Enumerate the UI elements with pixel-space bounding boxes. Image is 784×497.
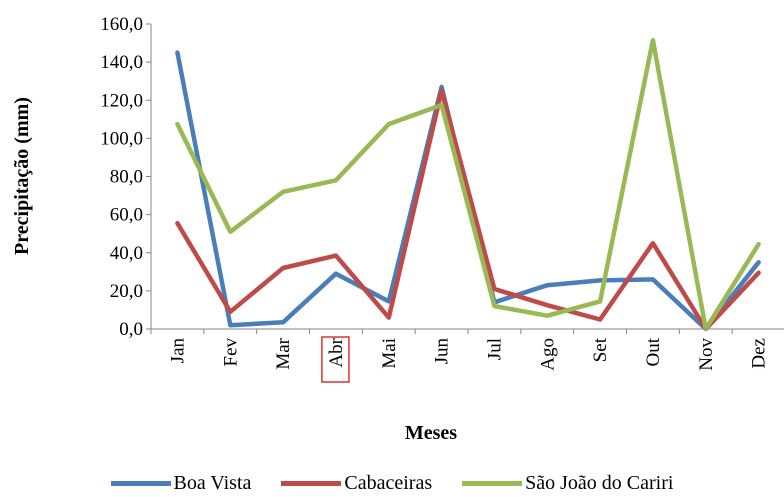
y-axis-ticks: 0,0 20,0 40,0 60,0 80,0 100,0 120,0 140,0 160,0 [100,14,151,340]
x-tick-label-group: Jul [484,338,505,360]
series-line-s-o-jo-o-do-cariri [175,37,761,332]
x-tick-label: Mar [273,337,294,369]
y-tick-label: 80,0 [110,167,143,188]
legend-item: Cabaceiras [281,472,432,495]
y-axis-title: Precipitação (mm) [11,97,33,255]
x-tick-label-group: Nov [696,338,717,371]
chart-legend: Boa Vista Cabaceiras São João do Cariri [0,470,784,497]
y-tick-label: 140,0 [100,52,143,73]
legend-swatch [110,481,171,486]
x-tick-label: Jan [167,338,188,364]
legend-swatch [281,481,342,486]
x-tick-label: Jul [484,338,505,360]
x-tick-label: Mai [379,338,400,369]
legend-label: Boa Vista [173,472,252,494]
x-tick-label: Nov [696,338,717,371]
x-tick-label: Set [590,337,611,362]
x-tick-label-group: Jan [167,338,188,364]
legend-item: Boa Vista [110,472,252,495]
x-tick-label-group: Out [643,337,664,366]
x-tick-label-group: Jun [432,338,453,365]
x-tick-label-group: Mar [273,337,294,369]
y-tick-label: 100,0 [100,128,143,149]
y-tick-label: 20,0 [110,281,143,302]
x-tick-label-group: Mai [379,338,400,369]
x-tick-label: Out [643,337,664,366]
x-tick-label-group: Abr [321,336,350,383]
series-line-cabaceiras [175,88,761,332]
y-tick-label: 0,0 [119,319,143,340]
x-tick-label-group: Set [590,337,611,362]
legend-swatch [462,481,523,486]
y-tick-label: 40,0 [110,243,143,264]
x-tick-label: Dez [749,338,770,369]
x-tick-label: Abr [326,337,347,367]
y-tick-label: 160,0 [100,14,143,35]
x-axis-title: Meses [405,422,457,444]
series-lines [175,37,761,332]
x-tick-label: Jun [432,338,453,365]
y-tick-label: 60,0 [110,205,143,226]
highlight-box [321,336,350,383]
x-tick-label: Fev [220,338,241,367]
legend-label: São João do Cariri [525,472,674,494]
x-axis-ticks: Jan Fev Mar Abr Mai Jun Jul Ago Set Out Nov Dez [150,329,770,383]
x-tick-label-group: Ago [537,338,558,371]
line-chart: 0,020,040,060,080,0100,0120,0140,0160,0 … [11,14,784,444]
x-tick-label-group: Fev [220,338,241,367]
x-tick-label: Ago [537,338,558,371]
legend-item: São João do Cariri [462,472,673,495]
x-tick-label-group: Dez [749,338,770,369]
y-tick-label: 120,0 [100,90,143,111]
legend-label: Cabaceiras [344,472,433,494]
